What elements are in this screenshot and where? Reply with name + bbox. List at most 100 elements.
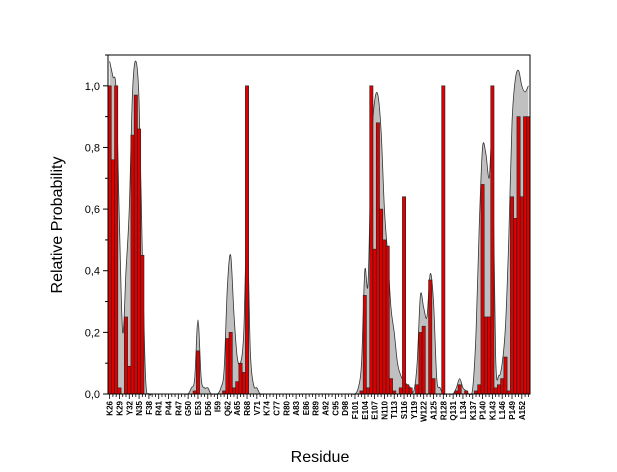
data-bar [408, 387, 413, 395]
data-bar [519, 196, 524, 395]
x-tick-label: K137 [469, 400, 478, 420]
x-tick-label: E107 [371, 400, 380, 419]
x-tick-label: D56 [204, 400, 213, 415]
y-tick-label: 1,0 [85, 81, 100, 93]
data-bar [523, 116, 528, 395]
data-bar [389, 378, 393, 395]
x-tick-label: A125 [429, 400, 438, 420]
data-bar [241, 372, 246, 395]
x-tick-label: Q131 [449, 400, 458, 420]
x-tick-label: W122 [420, 400, 429, 421]
data-bar [418, 332, 423, 395]
x-tick-label: C77 [272, 400, 281, 415]
data-bar [457, 384, 462, 395]
data-bar [369, 85, 374, 395]
x-tick-label: K143 [488, 400, 497, 420]
y-tick-label: 0,6 [85, 204, 100, 216]
x-tick-label: F101 [351, 400, 360, 419]
x-tick-label: Y32 [125, 400, 134, 415]
data-bar [114, 85, 119, 395]
y-axis-title: Relative Probability [49, 157, 66, 294]
x-tick-label: K26 [106, 400, 115, 415]
x-tick-label: P140 [479, 400, 488, 419]
x-tick-label: G50 [184, 400, 193, 416]
x-tick-label: A65 [233, 400, 242, 415]
data-bar [477, 384, 482, 395]
x-tick-label: S116 [400, 400, 409, 419]
x-tick-label: E104 [361, 400, 370, 419]
data-bar [503, 356, 508, 395]
data-bar [496, 384, 501, 395]
data-bar [196, 350, 200, 395]
plot-area [107, 54, 531, 396]
data-bar [117, 387, 122, 395]
x-tick-label: R89 [312, 400, 321, 415]
x-tick-label: N110 [380, 400, 389, 419]
data-bar [133, 94, 138, 395]
x-tick-label: I59 [214, 400, 223, 412]
data-bar [421, 325, 426, 395]
data-bar [516, 116, 521, 395]
y-tick-label: 0,2 [85, 327, 100, 339]
x-tick-label: L146 [498, 400, 507, 419]
y-axis: 0,0 0,2 0,4 0,6 0,8 1,0 [85, 54, 108, 401]
data-bar [483, 316, 488, 395]
x-tick-label: N35 [135, 400, 144, 415]
data-bar [428, 279, 433, 395]
data-bar [493, 387, 498, 395]
x-tick-label: P44 [165, 400, 174, 415]
x-tick-label: R128 [439, 400, 448, 420]
data-bar [405, 384, 410, 395]
x-tick-label: E86 [302, 400, 311, 415]
y-tick-label: 0,8 [85, 142, 100, 154]
data-bar [402, 196, 406, 395]
data-bar [441, 85, 446, 395]
data-bar [398, 387, 403, 395]
probability-envelope-fill [109, 60, 529, 396]
data-bar [137, 128, 142, 395]
data-bar [500, 378, 505, 395]
data-bar [379, 208, 384, 395]
x-tick-label: C95 [331, 400, 340, 415]
data-bar [238, 362, 243, 395]
x-tick-label: V71 [253, 400, 262, 415]
data-bar [245, 85, 249, 395]
y-tick-label: 0,4 [85, 266, 100, 278]
data-bar [510, 196, 514, 395]
data-bar [480, 184, 485, 395]
x-tick-label: F38 [145, 400, 154, 414]
x-tick-label: K74 [263, 400, 272, 415]
data-bar [228, 332, 233, 395]
x-tick-label: T113 [390, 400, 399, 418]
data-bar [382, 239, 387, 395]
x-tick-label: R68 [243, 400, 252, 415]
x-tick-label: A92 [322, 400, 331, 415]
data-bar [372, 248, 377, 395]
x-tick-label: R80 [282, 400, 291, 415]
x-tick-label: A152 [518, 400, 527, 420]
x-tick-label: E53 [194, 400, 203, 415]
x-tick-label: R47 [174, 400, 183, 415]
y-tick-label: 0,0 [85, 389, 100, 401]
data-bar [366, 387, 371, 395]
data-bar [235, 381, 240, 395]
data-bar [487, 316, 492, 395]
data-bar [385, 245, 390, 395]
x-tick-label: K29 [115, 400, 124, 415]
x-tick-label: P149 [508, 400, 517, 419]
data-bar [490, 85, 495, 395]
data-bar [130, 134, 135, 395]
x-tick-label: A83 [292, 400, 301, 415]
data-bar [110, 159, 115, 395]
data-bar [140, 255, 145, 395]
data-bar [375, 122, 380, 395]
data-bar [127, 365, 132, 395]
x-tick-label: Y119 [410, 400, 419, 419]
x-tick-label: L134 [459, 400, 468, 419]
data-bar [232, 387, 236, 395]
data-bar [415, 384, 420, 395]
x-tick-label: D98 [341, 400, 350, 415]
x-tick-label: Q62 [223, 400, 232, 416]
x-axis-title: Residue [291, 449, 350, 466]
